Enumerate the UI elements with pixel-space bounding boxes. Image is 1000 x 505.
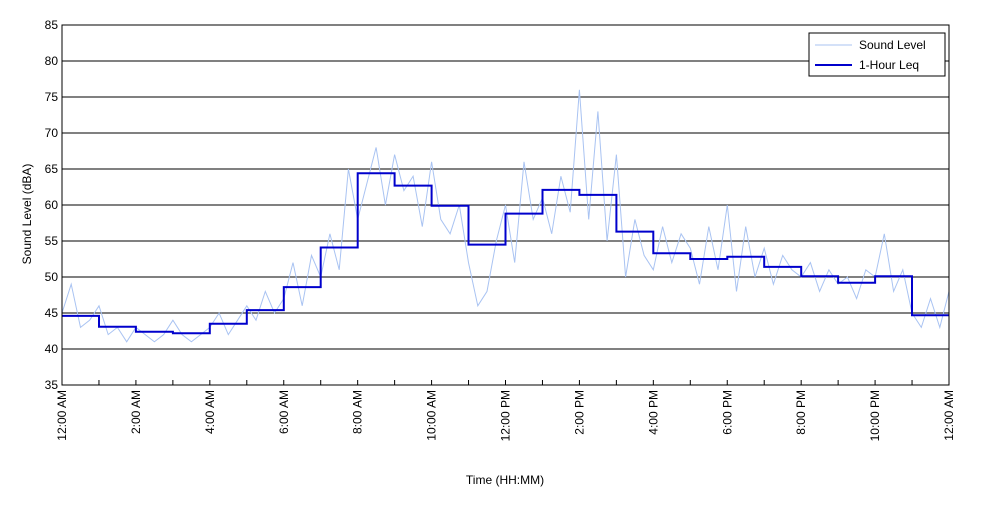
y-tick-label-45: 45 (45, 306, 59, 320)
y-tick-label-60: 60 (45, 198, 59, 212)
x-tick-label-4: 4:00 AM (203, 390, 217, 434)
y-tick-label-80: 80 (45, 54, 59, 68)
x-tick-label-20: 8:00 PM (794, 390, 808, 435)
x-tick-label-0: 12:00 AM (55, 390, 69, 441)
x-tick-label-24: 12:00 AM (942, 390, 956, 441)
x-tick-label-12: 12:00 PM (499, 390, 513, 441)
y-axis-title: Sound Level (dBA) (20, 164, 34, 265)
y-tick-label-70: 70 (45, 126, 59, 140)
x-tick-label-8: 8:00 AM (351, 390, 365, 434)
legend-box (808, 32, 946, 77)
y-tick-label-65: 65 (45, 162, 59, 176)
series-1-hour-leq (62, 172, 949, 335)
y-tick-label-55: 55 (45, 234, 59, 248)
y-tick-label-50: 50 (45, 270, 59, 284)
x-tick-label-16: 4:00 PM (646, 390, 660, 435)
y-tick-label-85: 85 (45, 18, 59, 32)
legend: Sound Level 1-Hour Leq (808, 32, 946, 77)
y-tick-label-40: 40 (45, 342, 59, 356)
legend-label-sound-level: Sound Level (859, 38, 926, 52)
x-tick-label-14: 2:00 PM (572, 390, 586, 435)
x-tick-label-2: 2:00 AM (129, 390, 143, 434)
y-tick-label-35: 35 (45, 378, 59, 392)
x-tick-label-18: 6:00 PM (720, 390, 734, 435)
x-tick-label-6: 6:00 AM (277, 390, 291, 434)
legend-label-1-hour-leq: 1-Hour Leq (859, 58, 919, 72)
axis-ticks: 35 40 45 50 55 60 65 70 75 80 85 12:00 AM 2:00 AM 4:0… (45, 18, 956, 441)
series-layer (61, 89, 950, 343)
grid (62, 60, 949, 350)
x-tick-label-10: 10:00 AM (425, 390, 439, 441)
x-axis-title: Time (HH:MM) (466, 473, 544, 487)
y-tick-label-75: 75 (45, 90, 59, 104)
x-tick-label-22: 10:00 PM (868, 390, 882, 441)
